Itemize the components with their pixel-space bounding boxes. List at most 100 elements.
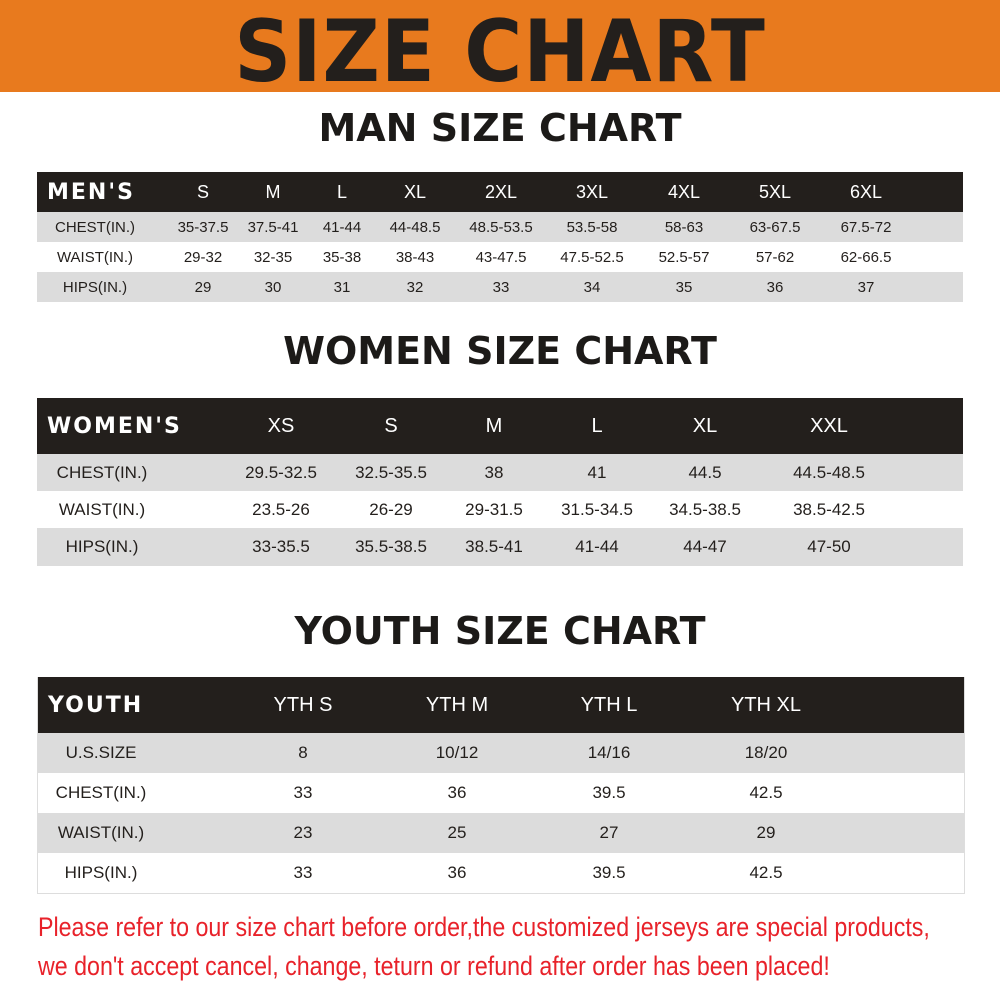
table-cell: 41 xyxy=(587,462,607,482)
table-cell: 36 xyxy=(766,278,784,296)
table-row: WAIST(IN.) 23.5-26 26-29 29-31.5 31.5-34.5 34… xyxy=(37,491,963,528)
table-row: CHEST(IN.) 35-37.5 37.5-41 41-44 44-48.5 48.5… xyxy=(37,212,963,242)
table-cell: 36 xyxy=(447,863,467,882)
table-cell: 44-48.5 xyxy=(389,218,441,236)
size-header-s: S xyxy=(384,414,398,437)
table-cell: 31 xyxy=(333,278,351,296)
table-cell: 33 xyxy=(492,278,510,296)
page-title: SIZE CHART xyxy=(234,2,766,102)
women-section-title: WOMEN SIZE CHART xyxy=(283,329,717,373)
youth-header-label: YOUTH xyxy=(48,692,144,718)
table-cell: 53.5-58 xyxy=(566,218,618,236)
table-cell: 41-44 xyxy=(322,218,362,236)
table-cell: 62-66.5 xyxy=(840,248,892,266)
table-cell: 67.5-72 xyxy=(840,218,892,236)
row-label: CHEST(IN.) xyxy=(55,783,147,802)
youth-section-title: YOUTH SIZE CHART xyxy=(294,609,706,653)
table-row: CHEST(IN.) 29.5-32.5 32.5-35.5 38 41 44.5 44.5… xyxy=(37,454,963,491)
table-cell: 37.5-41 xyxy=(247,218,299,236)
size-header-5xl: 5XL xyxy=(758,181,792,202)
men-header-row: MEN'S S M L XL 2XL 3XL 4XL 5XL 6XL xyxy=(37,172,963,212)
table-cell: 8 xyxy=(298,743,308,762)
women-header-row: WOMEN'S XS S M L XL XXL xyxy=(37,398,963,454)
table-cell: 48.5-53.5 xyxy=(469,218,533,236)
table-cell: 29-32 xyxy=(183,248,223,266)
row-label: CHEST(IN.) xyxy=(56,462,148,482)
header-banner: SIZE CHART xyxy=(0,0,1000,102)
women-header-label: WOMEN'S xyxy=(47,413,182,439)
table-cell: 30 xyxy=(264,278,282,296)
size-header-xxl: XXL xyxy=(810,414,848,437)
table-cell: 29 xyxy=(194,278,212,296)
size-header-6xl: 6XL xyxy=(849,181,883,202)
notice-line-1: Please refer to our size chart before or… xyxy=(38,912,930,942)
table-cell: 32.5-35.5 xyxy=(355,462,427,482)
table-cell: 29-31.5 xyxy=(465,499,523,519)
table-cell: 44.5-48.5 xyxy=(793,462,865,482)
men-section-title: MAN SIZE CHART xyxy=(318,106,682,150)
table-cell: 39.5 xyxy=(592,863,626,882)
table-cell: 25 xyxy=(447,823,467,842)
table-cell: 38.5-41 xyxy=(465,537,523,556)
table-cell: 14/16 xyxy=(587,743,631,762)
size-header-xl: XL xyxy=(692,414,718,437)
size-header-l: L xyxy=(591,414,603,437)
table-cell: 35-38 xyxy=(322,248,362,266)
table-cell: 63-67.5 xyxy=(749,218,801,236)
table-cell: 23.5-26 xyxy=(252,499,310,519)
size-header-m: M xyxy=(485,414,503,437)
table-cell: 38 xyxy=(484,462,504,482)
table-cell: 47.5-52.5 xyxy=(560,248,624,266)
table-cell: 38-43 xyxy=(395,248,435,266)
table-cell: 34.5-38.5 xyxy=(669,499,741,519)
size-header-4xl: 4XL xyxy=(667,181,701,202)
table-cell: 29.5-32.5 xyxy=(245,462,317,482)
table-cell: 41-44 xyxy=(575,537,619,556)
table-row: U.S.SIZE 8 10/12 14/16 18/20 xyxy=(38,733,964,773)
table-cell: 32-35 xyxy=(253,248,293,266)
row-label: HIPS(IN.) xyxy=(64,863,138,882)
size-header-yth-m: YTH M xyxy=(425,693,489,716)
table-row: HIPS(IN.) 29 30 31 32 33 34 35 36 37 xyxy=(37,272,963,302)
table-cell: 47-50 xyxy=(807,537,851,556)
table-cell: 27 xyxy=(599,823,619,842)
table-cell: 58-63 xyxy=(664,218,704,236)
table-cell: 39.5 xyxy=(592,783,626,802)
table-row: HIPS(IN.) 33-35.5 35.5-38.5 38.5-41 41-44 44-… xyxy=(37,528,963,566)
table-cell: 36 xyxy=(447,783,467,802)
size-header-xs: XS xyxy=(267,414,295,437)
table-cell: 42.5 xyxy=(749,863,783,882)
row-label: WAIST(IN.) xyxy=(57,823,145,842)
table-cell: 52.5-57 xyxy=(658,248,710,266)
size-header-s: S xyxy=(196,181,210,202)
table-cell: 44-47 xyxy=(683,537,727,556)
table-cell: 33-35.5 xyxy=(252,537,310,556)
table-cell: 31.5-34.5 xyxy=(561,499,633,519)
table-cell: 33 xyxy=(293,783,313,802)
youth-header-row: YOUTH YTH S YTH M YTH L YTH XL xyxy=(38,677,964,733)
table-cell: 26-29 xyxy=(369,499,413,519)
size-header-2xl: 2XL xyxy=(484,181,518,202)
row-label: WAIST(IN.) xyxy=(56,248,134,266)
table-cell: 32 xyxy=(406,278,424,296)
table-cell: 35 xyxy=(675,278,693,296)
table-row: CHEST(IN.) 33 36 39.5 42.5 xyxy=(38,773,964,813)
table-cell: 38.5-42.5 xyxy=(793,499,865,519)
size-header-xl: XL xyxy=(403,181,427,202)
table-cell: 23 xyxy=(293,823,313,842)
table-row: HIPS(IN.) 33 36 39.5 42.5 xyxy=(38,853,964,893)
size-header-yth-xl: YTH XL xyxy=(730,693,802,716)
size-header-yth-s: YTH S xyxy=(273,693,333,716)
size-header-yth-l: YTH L xyxy=(580,693,638,716)
size-header-3xl: 3XL xyxy=(575,181,609,202)
table-cell: 10/12 xyxy=(435,743,479,762)
table-row: WAIST(IN.) 23 25 27 29 xyxy=(38,813,964,853)
men-size-table: MEN'S S M L XL 2XL 3XL 4XL 5XL 6XL CHEST(IN.) 35-3… xyxy=(37,172,963,302)
notice-line-2: we don't accept cancel, change, teturn o… xyxy=(38,951,830,981)
size-header-l: L xyxy=(336,181,348,202)
row-label: HIPS(IN.) xyxy=(62,278,128,296)
row-label: U.S.SIZE xyxy=(65,743,137,762)
men-header-label: MEN'S xyxy=(47,179,135,205)
table-cell: 33 xyxy=(293,863,313,882)
table-cell: 57-62 xyxy=(755,248,795,266)
